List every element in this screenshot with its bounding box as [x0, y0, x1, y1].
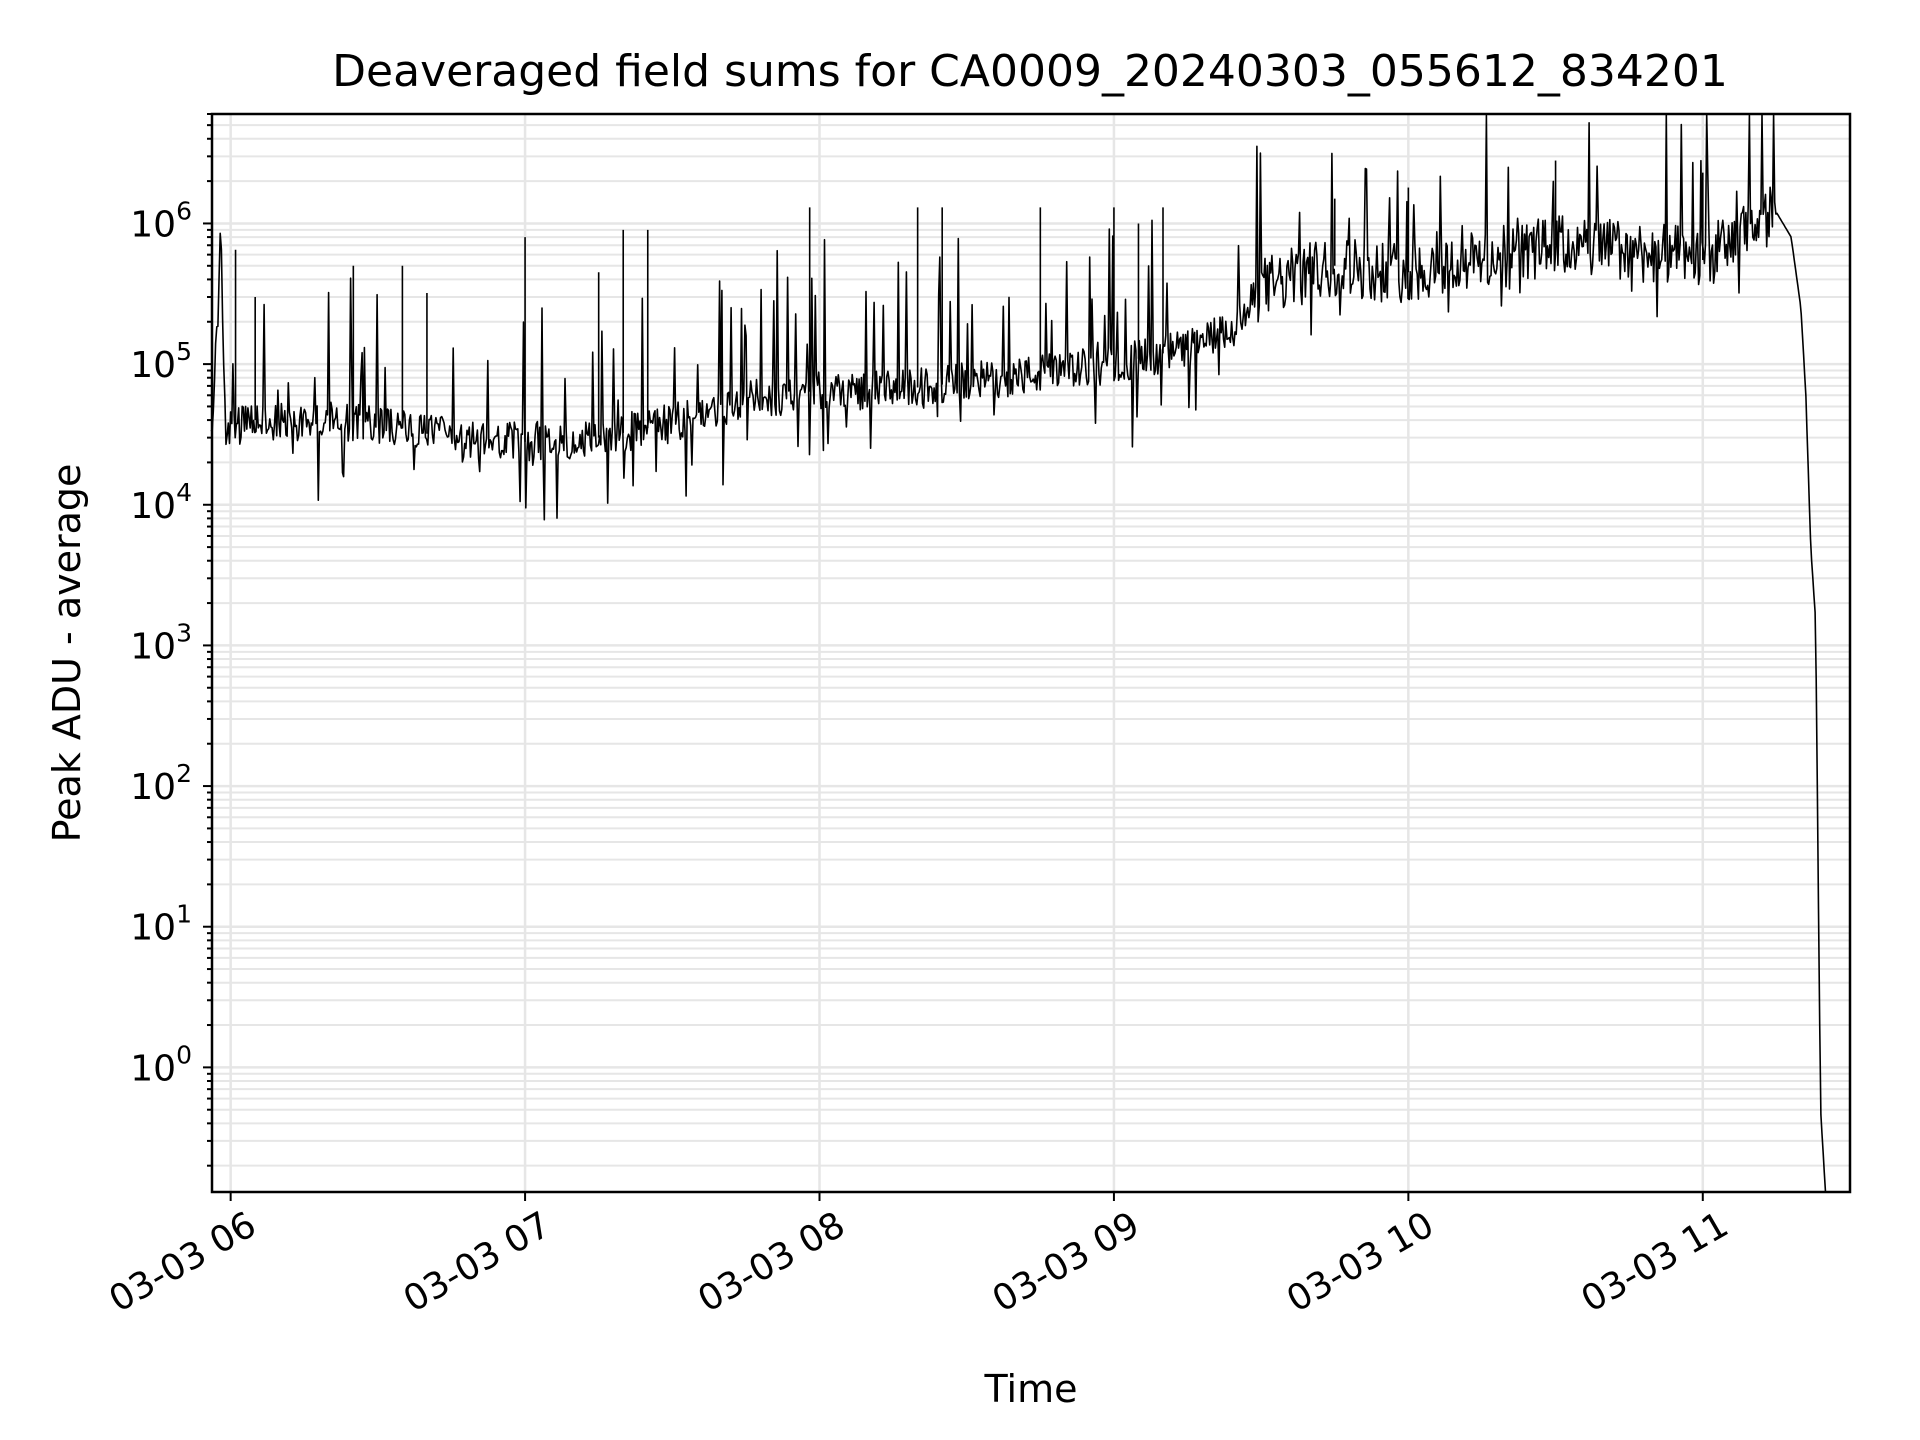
plot-frame — [210, 112, 1852, 1194]
y-tick-label: 104 — [130, 478, 192, 527]
series-line — [210, 113, 1827, 1193]
plot-area — [210, 112, 1852, 1194]
y-axis-label: Peak ADU - average — [45, 464, 89, 843]
y-tick-label: 102 — [130, 759, 192, 808]
x-axis-label: Time — [984, 1367, 1078, 1411]
y-tick-label: 103 — [130, 618, 192, 667]
y-axis: 100 101 102 103 104 105 106 — [130, 113, 212, 1167]
y-tick-label: 101 — [130, 900, 192, 949]
data-layer — [210, 113, 1827, 1193]
plot-background — [212, 114, 1850, 1192]
grid — [212, 113, 1850, 1192]
y-tick-label: 100 — [130, 1040, 192, 1089]
y-tick-label: 105 — [130, 337, 192, 386]
chart-title: Deaveraged field sums for CA0009_2024030… — [332, 46, 1728, 97]
y-tick-label: 106 — [130, 196, 192, 245]
